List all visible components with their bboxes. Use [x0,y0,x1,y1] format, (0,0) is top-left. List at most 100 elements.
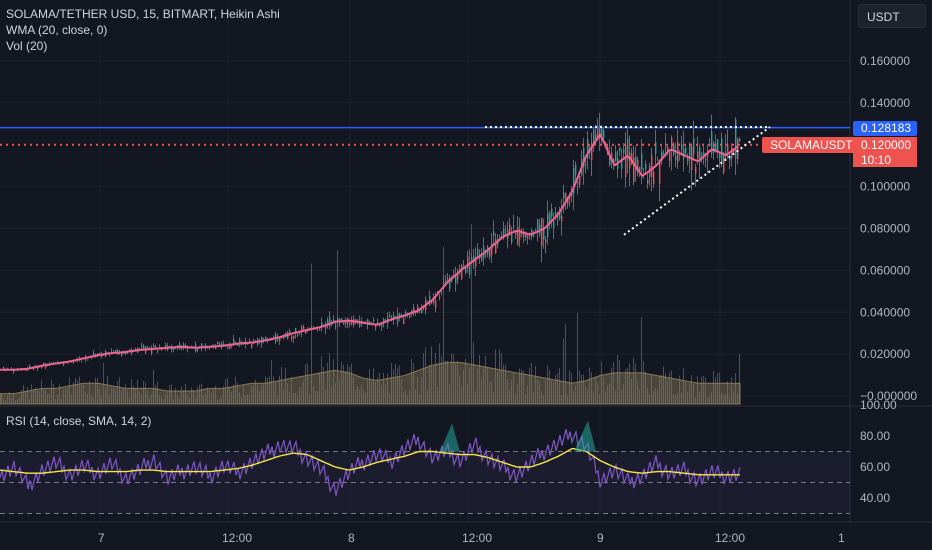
time-tick-label: 12:00 [222,531,252,545]
volume-bar [33,388,34,404]
volume-bar [379,372,380,404]
volume-bar [323,367,324,404]
candle-body [689,143,691,159]
candle-body [611,152,613,161]
candle-body [327,319,329,326]
volume-bar [321,356,322,404]
volume-bar [607,385,608,404]
volume-bar [115,389,116,404]
volume-bar [401,378,402,404]
volume-bar [425,347,426,404]
volume-bar [657,388,658,404]
volume-bar [495,349,496,404]
candle-body [435,300,437,308]
symbol-legend[interactable]: SOLAMA/TETHER USD, 15, BITMART, Heikin A… [6,7,280,21]
candle-body [369,321,371,323]
time-axis[interactable]: 7 12:00 8 12:00 9 12:00 1 [98,531,845,545]
candle-body [545,239,547,242]
volume-bar [417,376,418,404]
candle-body [565,193,567,202]
volume-bar [659,376,660,404]
volume-bar [311,263,312,404]
candle-body [291,336,293,339]
candle-body [239,339,241,345]
volume-bar [609,383,610,404]
candle-body [29,365,31,368]
currency-selector[interactable]: USDT [858,4,926,28]
candle-body [447,278,449,282]
volume-bar [133,385,134,404]
volume-bar [197,386,198,404]
volume-bar [537,379,538,404]
volume-bar [711,391,712,404]
candle-body [251,344,253,348]
time-tick-label: 12:00 [462,531,492,545]
volume-bar [605,391,606,404]
candle-body [573,168,575,194]
volume-bar [213,387,214,404]
volume-bar [267,377,268,404]
rsi-axis[interactable]: 100.00 80.00 60.00 40.00 [860,398,897,505]
volume-bar [599,395,600,404]
candle-body [621,160,623,170]
candle-body [325,326,327,329]
candle-body [723,154,725,173]
volume-bar [621,388,622,404]
volume-bar [205,392,206,404]
volume-bar [573,390,574,404]
volume-bar [427,389,428,404]
volume-bar [655,388,656,404]
candle-body [717,139,719,152]
candle-body [375,325,377,328]
candle-body [299,332,301,334]
candle-body [725,151,727,154]
rsi-tick-label: 100.00 [860,398,897,412]
countdown-tag: 10:10 [853,153,917,167]
volume-bar [485,355,486,404]
volume-bar [173,398,174,404]
price-tick-label: 0.080000 [860,222,910,236]
candle-body [153,345,155,348]
candle-body [591,142,593,160]
candle-body [279,337,281,342]
candle-body [157,350,159,352]
price-axis[interactable]: 0.160000 0.140000 0.100000 0.080000 0.060000… [860,54,917,403]
rsi-legend[interactable]: RSI (14, close, SMA, 14, 2) [6,414,152,428]
volume-bar [303,381,304,404]
candle-body [437,291,439,293]
volume-bar [471,224,472,404]
volume-bar [181,386,182,404]
candle-body [321,322,323,328]
candle-body [181,347,183,349]
volume-bar [215,385,216,404]
volume-bar [653,391,654,404]
volume-bar [633,357,634,404]
volume-bar [625,369,626,404]
volume-bar [179,397,180,404]
volume-bar [473,342,474,404]
volume-legend[interactable]: Vol (20) [6,39,48,53]
volume-bar [317,391,318,404]
volume-bar [701,376,702,404]
volume-bar [141,394,142,404]
volume-bar [729,397,730,404]
volume-bar [357,386,358,404]
blue-line-price-tag: 0.128183 [853,121,917,136]
volume-bar [437,386,438,404]
wma-legend[interactable]: WMA (20, close, 0) [6,23,108,37]
volume-bar [525,394,526,404]
candle-body [389,315,391,318]
candle-body [433,298,435,303]
volume-bar [61,398,62,404]
volume-bar [725,394,726,404]
volume-bar [691,375,692,404]
candle-body [575,164,577,175]
trendlines [485,125,771,236]
volume-bar [107,375,108,404]
volume-bar [335,382,336,404]
volume-bar [135,388,136,404]
candle-body [409,315,411,317]
volume-bar [565,323,566,404]
volume-bar [497,371,498,404]
